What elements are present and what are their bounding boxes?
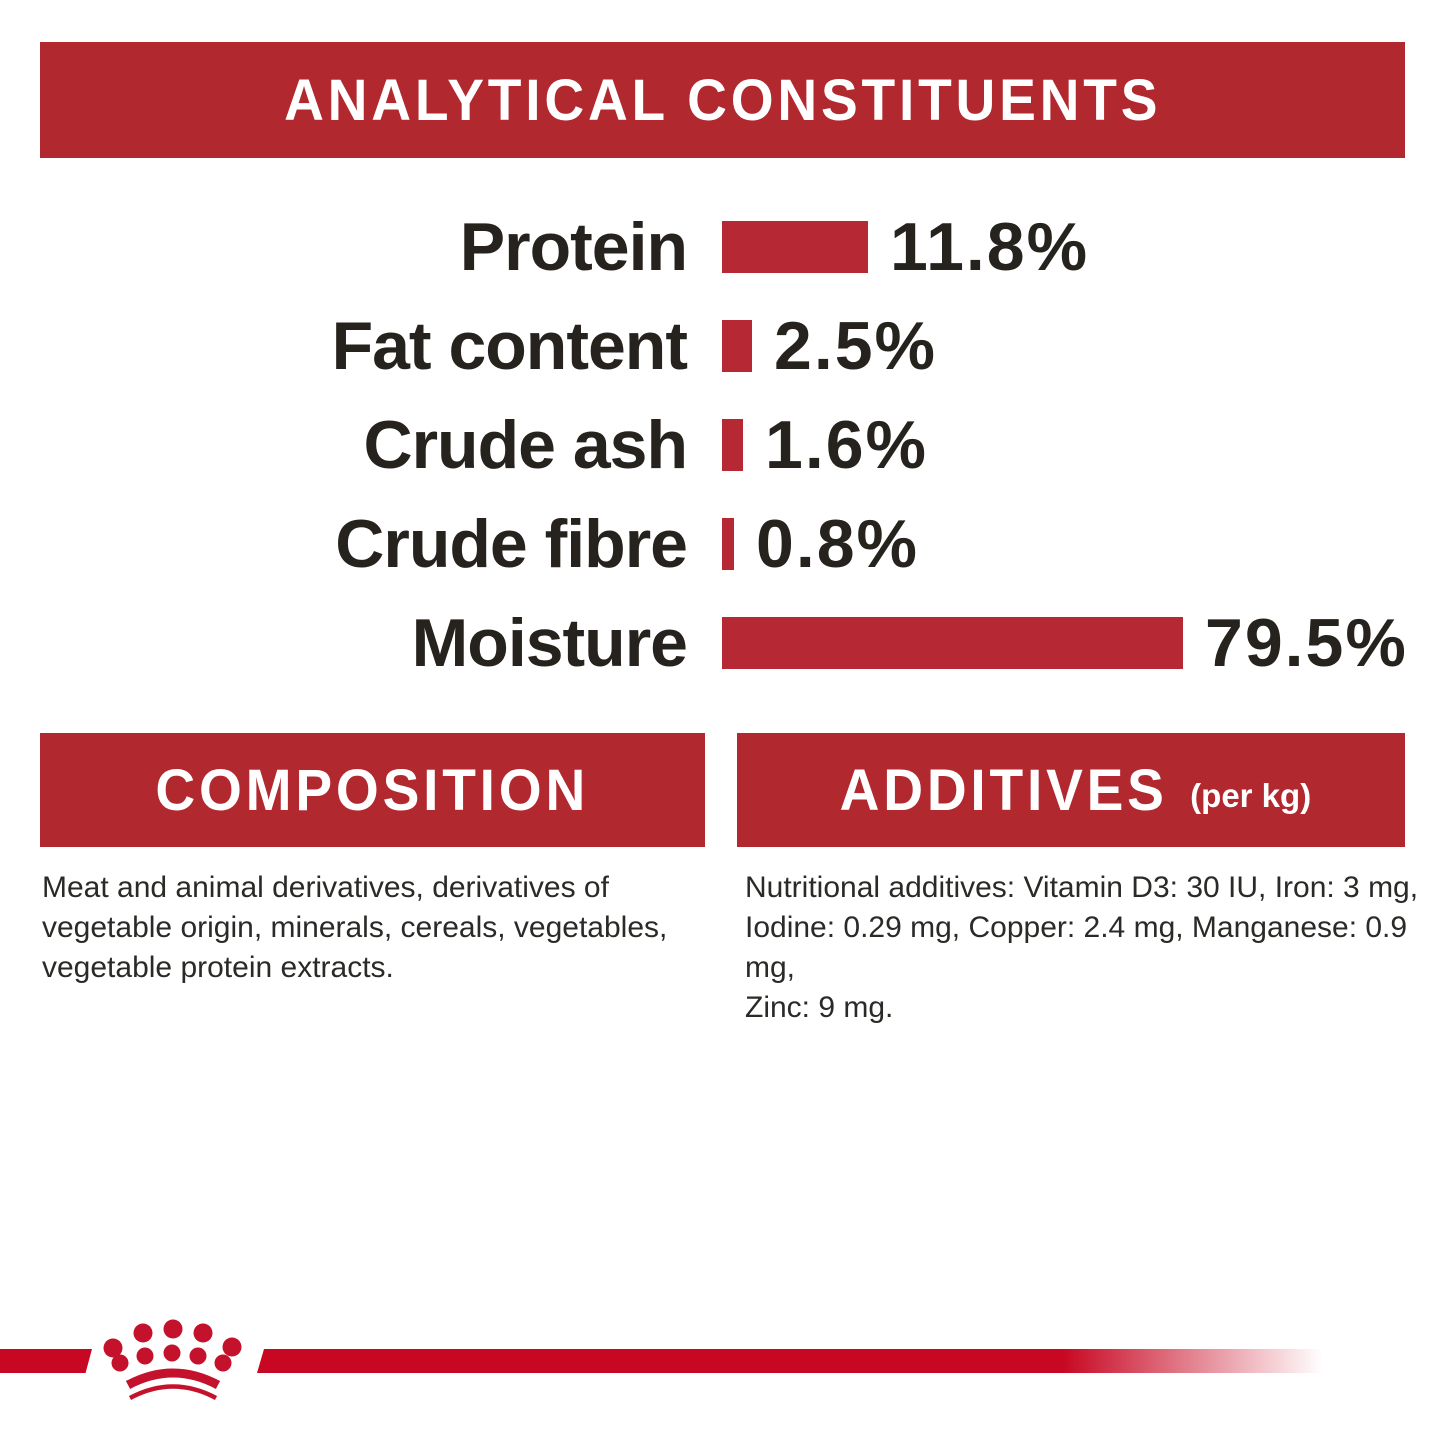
constituent-value: 11.8% bbox=[890, 209, 1090, 285]
chart-row: Crude fibre 0.8% bbox=[40, 506, 919, 582]
text-line: Iodine: 0.29 mg, Copper: 2.4 mg, Mangane… bbox=[745, 911, 1408, 984]
constituent-bar bbox=[722, 320, 752, 372]
analytical-constituents-banner: ANALYTICAL CONSTITUENTS bbox=[40, 42, 1405, 158]
composition-banner: COMPOSITION bbox=[40, 733, 705, 847]
analytical-constituents-title: ANALYTICAL CONSTITUENTS bbox=[283, 67, 1162, 133]
constituent-label: Fat content bbox=[331, 308, 688, 384]
additives-banner: ADDITIVES (per kg) bbox=[737, 733, 1405, 847]
chart-row: Moisture 79.5% bbox=[40, 605, 1408, 681]
constituent-label: Crude fibre bbox=[335, 506, 688, 582]
constituent-bar bbox=[722, 518, 734, 570]
constituent-value: 0.8% bbox=[756, 506, 919, 582]
constituent-label: Moisture bbox=[411, 605, 688, 681]
composition-text: Meat and animal derivatives, derivatives… bbox=[42, 868, 702, 988]
constituent-bar bbox=[722, 419, 743, 471]
text-line: vegetable protein extracts. bbox=[42, 951, 394, 984]
constituent-label: Crude ash bbox=[363, 407, 688, 483]
constituent-label: Protein bbox=[459, 209, 688, 285]
composition-heading: COMPOSITION bbox=[155, 757, 590, 823]
constituent-value: 79.5% bbox=[1205, 605, 1408, 681]
footer-stripe-right bbox=[257, 1349, 1345, 1373]
text-line: Nutritional additives: Vitamin D3: 30 IU… bbox=[745, 871, 1419, 904]
text-line: vegetable origin, minerals, cereals, veg… bbox=[42, 911, 668, 944]
chart-row: Protein 11.8% bbox=[40, 209, 1089, 285]
constituent-bar bbox=[722, 221, 868, 273]
constituent-value: 1.6% bbox=[765, 407, 928, 483]
constituent-value: 2.5% bbox=[774, 308, 937, 384]
additives-heading: ADDITIVES bbox=[839, 757, 1168, 823]
royal-canin-crown-logo-icon bbox=[103, 1319, 242, 1400]
additives-text: Nutritional additives: Vitamin D3: 30 IU… bbox=[745, 868, 1440, 1028]
constituent-bar bbox=[722, 617, 1183, 669]
chart-row: Fat content 2.5% bbox=[40, 308, 937, 384]
text-line: Zinc: 9 mg. bbox=[745, 991, 894, 1024]
additives-heading-suffix: (per kg) bbox=[1190, 777, 1312, 814]
footer-stripe-left bbox=[0, 1349, 92, 1373]
text-line: Meat and animal derivatives, derivatives… bbox=[42, 871, 609, 904]
chart-row: Crude ash 1.6% bbox=[40, 407, 928, 483]
